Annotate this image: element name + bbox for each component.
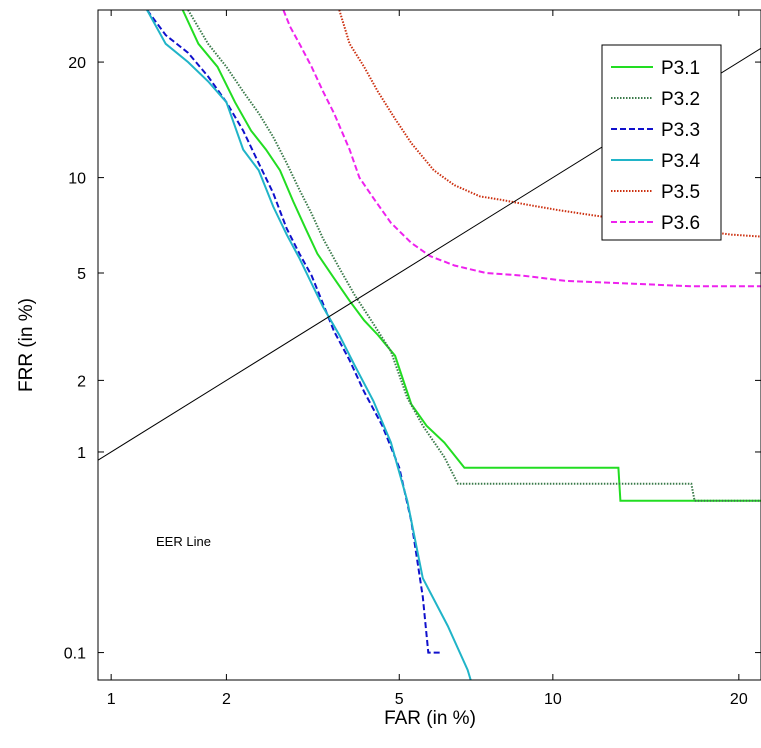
y-tick-label: 20 — [68, 55, 86, 72]
y-tick-label: 10 — [68, 171, 86, 188]
y-tick-label: 0.1 — [64, 646, 86, 663]
x-tick-label: 1 — [107, 691, 116, 708]
legend-label: P3.2 — [661, 89, 700, 110]
series-line-p3-6 — [282, 10, 761, 288]
series-line-p3-1 — [181, 10, 761, 502]
x-tick-label: 20 — [730, 691, 748, 708]
x-tick-label: 10 — [544, 691, 562, 708]
y-axis: 0.1 1 2 5 10 20 — [64, 55, 761, 663]
legend-box — [601, 44, 722, 241]
series-line-p3-2 — [187, 10, 761, 502]
legend-label: P3.5 — [661, 182, 700, 203]
legend-label: P3.1 — [661, 58, 700, 79]
x-tick-label: 5 — [395, 691, 404, 708]
legend-label: P3.6 — [661, 213, 700, 234]
y-tick-label: 1 — [77, 445, 86, 462]
y-axis-title: FRR (in %) — [16, 298, 37, 392]
legend: P3.1 P3.2 P3.3 P3.4 P3.5 P3.6 — [601, 44, 722, 241]
y-tick-label: 2 — [77, 373, 86, 390]
x-axis: 1 2 5 10 20 — [107, 10, 748, 708]
x-axis-title: FAR (in %) — [384, 708, 476, 729]
plot-frame — [97, 9, 761, 681]
legend-label: P3.3 — [661, 120, 700, 141]
eer-line-label: EER Line — [156, 534, 211, 549]
y-tick-label: 5 — [77, 266, 86, 283]
series-line-p3-4 — [146, 10, 472, 680]
legend-label: P3.4 — [661, 151, 701, 172]
curves-layer — [146, 10, 761, 680]
series-line-p3-5 — [338, 10, 761, 238]
x-tick-label: 2 — [222, 691, 231, 708]
